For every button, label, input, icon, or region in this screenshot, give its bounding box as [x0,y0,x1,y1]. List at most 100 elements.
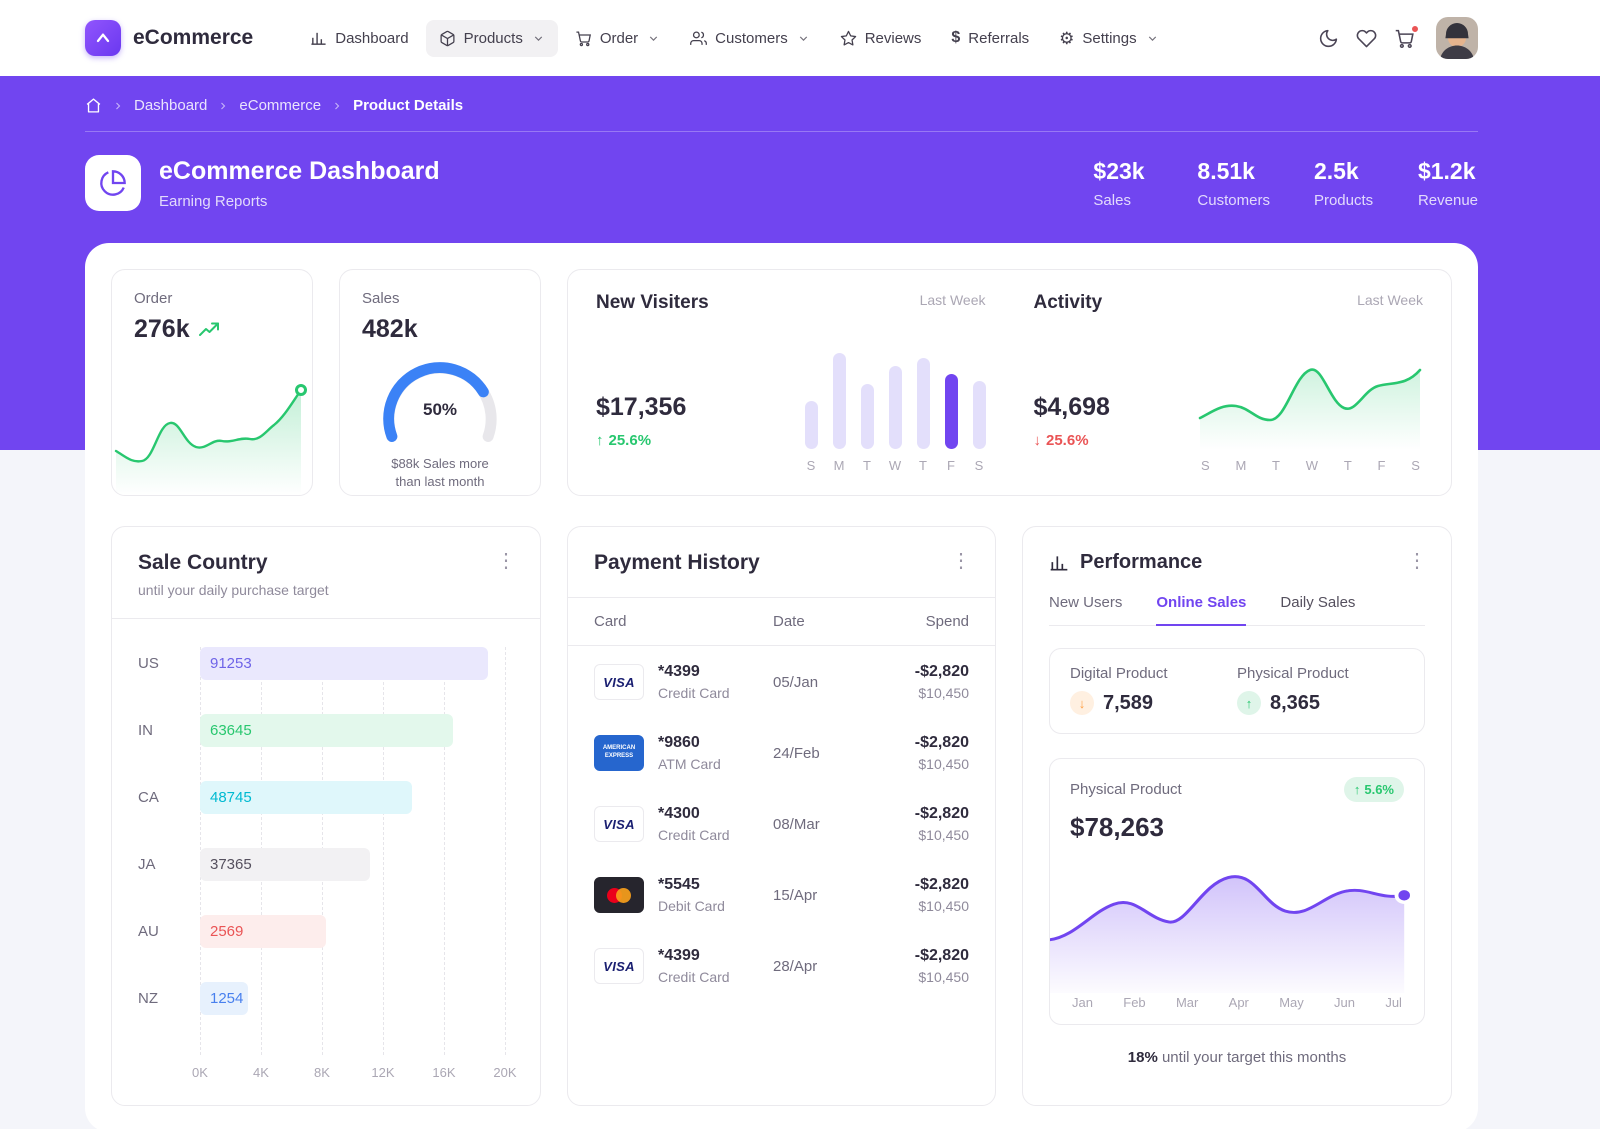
new-visitors-delta: 25.6% [608,432,652,449]
table-row[interactable]: *5545 Debit Card 15/Apr -$2,820 $10,450 [568,859,995,930]
table-row[interactable]: AMERICAN EXPRESS *9860 ATM Card 24/Feb -… [568,717,995,788]
brand-logo-icon [85,20,121,56]
chevron-down-icon [1146,32,1159,45]
kebab-menu-icon[interactable]: ⋮ [1399,547,1435,575]
growth-value: 5.6% [1364,782,1394,797]
sale-country-card: Sale Country until your daily purchase t… [111,526,541,1106]
tab-daily-sales[interactable]: Daily Sales [1280,594,1356,611]
sales-note-line1: $88k Sales more [391,456,489,471]
country-row-ca: CA 48745 [138,781,514,814]
payment-date: 05/Jan [773,673,819,691]
activity-metric: $4,698 ↓ 25.6% [1034,393,1110,449]
nav-item-referrals[interactable]: $ Referrals [938,20,1042,57]
physical-product-value: $78,263 [1070,812,1164,842]
home-icon[interactable] [85,97,102,114]
spend-total: $10,450 [918,969,969,985]
card-type: Credit Card [658,969,730,985]
country-value: 91253 [210,655,252,672]
stat-value: 2.5k [1313,157,1359,184]
stat-sales: $23k Sales [1093,158,1153,209]
nav-item-dashboard[interactable]: Dashboard [297,20,421,57]
physical-product-label: Physical Product [1070,781,1182,798]
table-header: Card Date Spend [568,597,995,646]
table-row[interactable]: VISA *4399 Credit Card 28/Apr -$2,820 $1… [568,930,995,1001]
tab-online-sales[interactable]: Online Sales [1156,594,1247,626]
country-row-in: IN 63645 [138,714,514,747]
dark-mode-toggle[interactable] [1318,28,1339,49]
summary-value: 8,365 [1270,691,1321,714]
moon-icon [1318,28,1339,49]
new-visitors-value: $17,356 [596,393,687,421]
hero-stats: $23k Sales 8.51k Customers 2.5k Products… [1093,158,1478,209]
table-row[interactable]: VISA *4300 Credit Card 08/Mar -$2,820 $1… [568,788,995,859]
arrow-down-icon: ↓ [1070,691,1094,715]
country-bar: 91253 [200,647,488,680]
nav-item-settings[interactable]: ⚙ Settings [1046,20,1171,57]
physical-product-stat: Physical Product ↑ 8,365 [1237,665,1404,715]
summary-label: Digital Product [1070,665,1168,682]
avatar[interactable] [1436,17,1478,59]
chevron-down-icon [647,32,660,45]
kebab-menu-icon[interactable]: ⋮ [488,547,524,575]
nav-item-label: Products [463,29,523,47]
nav-item-products[interactable]: Products [425,19,558,57]
stat-value: 8.51k [1197,157,1255,184]
chevron-right-icon [331,100,343,112]
sale-country-title: Sale Country [138,551,268,574]
arrow-up-icon: ↑ [1353,782,1361,797]
favorites-button[interactable] [1356,28,1377,49]
country-bar: 63645 [200,714,453,747]
arrow-down-icon: ↓ [1033,432,1042,449]
summary-label: Physical Product [1237,665,1349,682]
card-type: Debit Card [658,898,725,914]
kebab-menu-icon[interactable]: ⋮ [943,547,979,575]
breadcrumb-dashboard[interactable]: Dashboard [134,97,208,114]
table-row[interactable]: VISA *4399 Credit Card 05/Jan -$2,820 $1… [568,646,995,717]
new-visitors-period: Last Week [919,292,986,308]
card-type: Credit Card [658,827,730,843]
nav-item-label: Order [599,29,639,47]
nav-item-reviews[interactable]: Reviews [827,20,935,57]
stat-value: $23k [1093,157,1145,184]
nav-item-customers[interactable]: Customers [677,20,823,57]
payment-date: 15/Apr [773,886,818,904]
payment-date: 08/Mar [773,815,820,833]
page-subtitle: Earning Reports [159,192,268,210]
spend-total: $10,450 [918,898,969,914]
activity-period: Last Week [1357,292,1423,308]
month-labels: Jan Feb Mar Apr May Jun Jul [1072,995,1402,1010]
breadcrumb-ecommerce[interactable]: eCommerce [239,97,322,114]
column-card: Card [594,613,627,630]
arrow-up-icon: ↑ [1237,691,1261,715]
stat-label: Revenue [1417,191,1478,209]
tab-new-users[interactable]: New Users [1049,594,1123,611]
cart-button[interactable] [1394,24,1419,49]
star-icon [840,30,857,47]
country-value: 37365 [210,856,252,873]
card-number: *9860 [658,734,700,751]
order-sparkline-chart [114,384,307,495]
stat-label: Customers [1197,191,1270,209]
spend-amount: -$2,820 [914,734,969,751]
amex-logo-icon: AMERICAN EXPRESS [594,735,644,771]
new-visitors-title: New Visiters [596,292,709,313]
country-label: AU [138,923,159,940]
cart-icon [1394,28,1415,49]
brand[interactable]: eCommerce [85,20,253,56]
breadcrumb-current: Product Details [353,97,464,114]
visa-logo-icon: VISA [594,664,644,700]
sales-label: Sales [362,290,400,307]
visitors-activity-card: New Visiters Last Week $17,356 ↑ 25.6% [567,269,1452,496]
users-icon [690,30,708,47]
column-date: Date [773,613,805,630]
country-bar: 1254 [200,982,248,1015]
bar-highlighted [944,374,958,449]
nav-item-order[interactable]: Order [562,20,673,57]
arrow-up-icon: ↑ [596,432,604,449]
activity-delta: 25.6% [1046,432,1089,449]
country-value: 48745 [210,789,252,806]
